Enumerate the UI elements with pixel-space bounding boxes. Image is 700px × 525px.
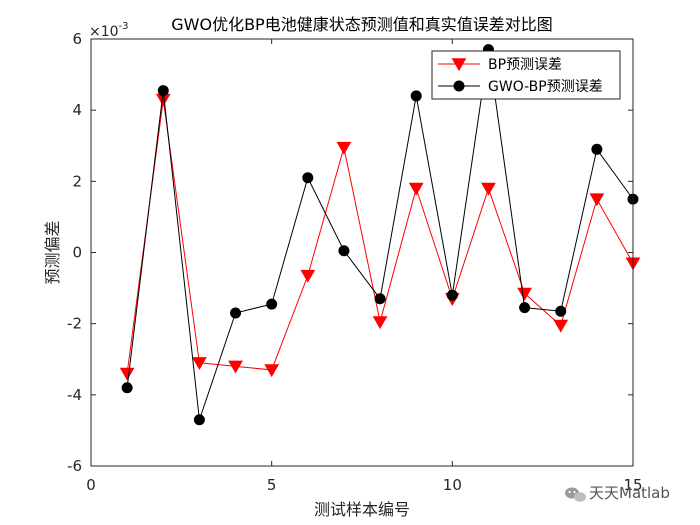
- data-point-2-13: [555, 305, 567, 317]
- series-2: [121, 44, 639, 426]
- y-tick-label: 2: [72, 172, 82, 190]
- legend-label-1: BP预测误差: [488, 57, 562, 73]
- wechat-icon: [565, 487, 586, 502]
- x-tick-label: 10: [443, 476, 462, 494]
- data-point-2-4: [230, 307, 242, 319]
- y-axis-title: 预测偏差: [43, 220, 62, 284]
- data-point-2-3: [193, 414, 205, 426]
- data-point-1-6: [300, 269, 316, 283]
- y-tick-label: -6: [67, 457, 82, 475]
- axis-ticks: 0 5 10 15 -6 -4 -2 0 2 4 6: [67, 30, 643, 494]
- data-point-2-10: [446, 289, 458, 301]
- data-point-1-14: [589, 193, 605, 207]
- x-tick-label: 5: [267, 476, 277, 494]
- y-tick-label: 6: [72, 30, 82, 48]
- data-point-1-3: [192, 357, 207, 370]
- data-point-1-1: [119, 367, 135, 381]
- data-point-1-11: [481, 182, 496, 196]
- series-layer: [119, 44, 641, 426]
- y-tick-label: -2: [67, 315, 82, 333]
- watermark: 天天Matlab: [565, 484, 670, 502]
- legend-marker-1: [451, 58, 467, 72]
- chart-title: GWO优化BP电池健康状态预测值和真实值误差对比图: [171, 15, 552, 34]
- y-exponent-power: -3: [119, 21, 129, 32]
- data-point-2-7: [338, 245, 350, 257]
- data-point-2-1: [121, 382, 133, 394]
- legend: BP预测误差 GWO-BP预测误差: [431, 50, 621, 100]
- x-tick-label: 0: [86, 476, 96, 494]
- data-point-1-13: [553, 319, 569, 333]
- x-tick-label: 15: [623, 476, 642, 494]
- data-point-2-5: [266, 298, 278, 310]
- data-point-1-7: [336, 141, 352, 155]
- data-point-1-5: [264, 364, 280, 378]
- data-point-2-12: [519, 302, 531, 314]
- plot-area: [91, 39, 633, 466]
- y-axis-exponent: ×10-3: [89, 21, 129, 40]
- data-point-2-9: [410, 90, 422, 102]
- data-point-1-8: [372, 316, 388, 330]
- y-tick-label: 0: [72, 244, 82, 262]
- data-point-1-4: [228, 360, 243, 374]
- data-point-2-2: [157, 85, 169, 97]
- x-axis-title: 测试样本编号: [314, 500, 410, 519]
- y-tick-label: 4: [72, 101, 82, 119]
- y-tick-label: -4: [67, 386, 82, 404]
- data-point-2-14: [591, 143, 603, 155]
- legend-marker-2: [453, 80, 465, 92]
- data-point-1-12: [517, 287, 532, 301]
- watermark-text: 天天Matlab: [589, 484, 670, 502]
- legend-label-2: GWO-BP预测误差: [488, 79, 603, 95]
- data-point-1-9: [408, 182, 424, 196]
- y-exponent-base: ×10: [89, 24, 119, 40]
- data-point-2-6: [302, 172, 314, 184]
- data-point-2-8: [374, 293, 386, 305]
